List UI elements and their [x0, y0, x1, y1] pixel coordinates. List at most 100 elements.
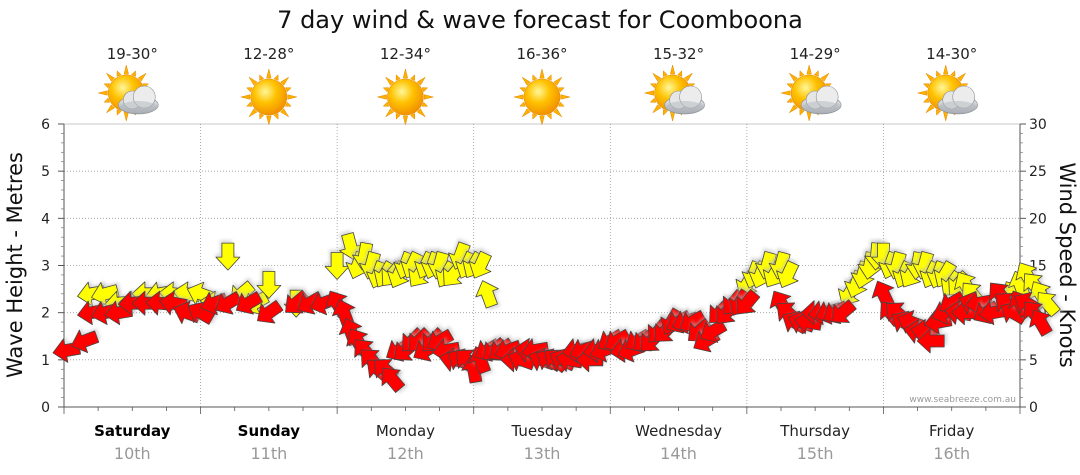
sun-ray — [385, 76, 395, 86]
wind-gust-arrow — [323, 249, 350, 280]
arrow-body — [916, 328, 945, 354]
sun-ray — [806, 111, 812, 122]
arrow-body — [1029, 309, 1053, 337]
sun-ray — [943, 64, 949, 75]
sun-ray — [377, 94, 387, 100]
cloud — [664, 85, 705, 115]
sun-ray — [421, 101, 429, 107]
sun-ray — [240, 94, 251, 100]
sun-ray — [103, 97, 111, 103]
date-label: 15th — [797, 444, 834, 463]
sun-ray — [560, 94, 571, 100]
wave-height-axis: 0 1 2 3 4 5 6 — [41, 117, 65, 416]
wind-speed-arrow — [70, 327, 101, 354]
sun-ray — [789, 72, 798, 82]
day-label: Saturday — [94, 422, 171, 440]
sun-ray — [539, 68, 545, 79]
wind-speed-arrow — [831, 296, 858, 323]
arrow-body — [324, 252, 350, 280]
left-tick-label: 0 — [41, 400, 50, 416]
sun-ray — [521, 108, 531, 118]
cloud-shade — [803, 101, 840, 113]
sun-ray — [553, 76, 563, 86]
sun-ray — [546, 113, 552, 120]
sun-ray — [248, 76, 258, 86]
partly-cloudy-icon — [781, 64, 842, 122]
sun-ray — [287, 94, 297, 100]
date-label: 12th — [387, 444, 424, 463]
temperature-label: 14-29° — [790, 45, 841, 63]
wind-speed-arrow — [235, 288, 265, 315]
cloud-shade — [939, 101, 976, 113]
sun-ray — [652, 72, 662, 82]
sun-ray — [677, 70, 683, 77]
right-tick-label: 20 — [1029, 211, 1047, 227]
left-tick-label: 4 — [41, 211, 50, 227]
sun-ray — [950, 70, 956, 77]
sun-ray — [424, 94, 434, 100]
right-tick-label: 25 — [1029, 164, 1047, 180]
sun-ray — [416, 108, 426, 118]
arrow-body — [475, 280, 499, 309]
sun-ray — [513, 94, 524, 100]
sun-ray — [799, 70, 805, 77]
sun-ray — [789, 104, 798, 114]
cloud — [937, 85, 979, 115]
sun-ray — [781, 90, 791, 96]
arrow-body — [70, 329, 100, 354]
day-label: Wednesday — [635, 422, 722, 440]
sun-ray — [395, 113, 401, 120]
sun-ray — [280, 108, 289, 118]
sun-ray — [246, 101, 253, 107]
credit-text: www.seabreeze.com.au — [909, 395, 1016, 405]
arrow-body — [256, 270, 282, 299]
sun-ray — [273, 113, 279, 120]
sun-ray — [786, 97, 793, 103]
sun-ray — [558, 87, 565, 93]
sun-ray — [644, 90, 654, 96]
sun-ray — [925, 104, 935, 114]
sun-ray — [382, 101, 390, 107]
arrow-body — [215, 242, 241, 271]
sun-ray — [410, 74, 416, 81]
sun-ray — [385, 108, 395, 118]
sun-ray — [246, 87, 253, 93]
arrow-body — [736, 288, 761, 315]
wind-speed-arrow — [736, 285, 761, 315]
sun-ray — [259, 113, 265, 120]
sun-ray — [123, 111, 129, 122]
sun-ray — [116, 70, 122, 77]
sunny-icon — [240, 68, 297, 126]
sun-ray — [813, 70, 819, 77]
sun-ray — [259, 74, 265, 81]
sun-ray — [416, 76, 426, 86]
wind-gust-arrow — [213, 240, 241, 271]
wind-speed-arrow — [257, 296, 285, 324]
wind-speed-arrow — [1029, 309, 1056, 338]
right-tick-label: 30 — [1029, 117, 1047, 133]
arrow-body — [215, 291, 243, 315]
sun-ray — [98, 90, 108, 96]
sun-ray — [248, 108, 258, 118]
cloud-shade — [120, 101, 157, 113]
wind-speed-arrow — [494, 336, 525, 363]
wind-speed-arrow — [215, 288, 244, 315]
date-label: 16th — [933, 444, 970, 463]
sun-disc — [523, 78, 561, 116]
sun-ray — [669, 111, 676, 122]
sun-disc — [387, 78, 424, 116]
sun-ray — [925, 72, 935, 82]
date-label: 10th — [114, 444, 151, 463]
wind-speed-arrow — [432, 336, 463, 363]
sun-ray — [106, 104, 115, 114]
arrow-body — [831, 299, 857, 323]
wind-gust-arrow — [254, 268, 282, 299]
sun-ray — [652, 104, 662, 114]
temperature-label: 19-30° — [107, 45, 158, 63]
partly-cloudy-icon — [644, 64, 705, 122]
wind-speed-arrow — [188, 301, 219, 325]
wind-speed-arrow — [604, 326, 633, 353]
date-label: 14th — [660, 444, 697, 463]
day-label: Friday — [929, 422, 975, 440]
